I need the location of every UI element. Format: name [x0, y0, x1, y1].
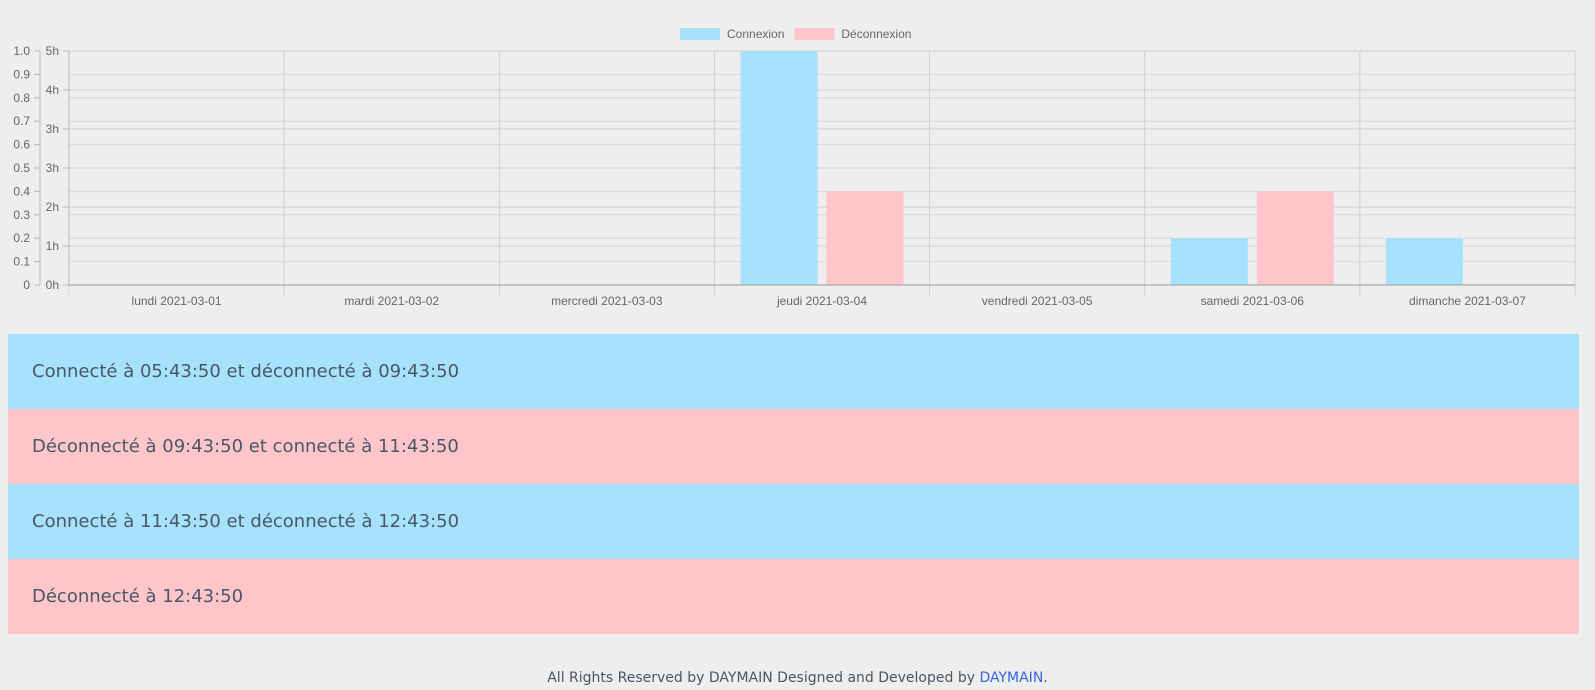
- y-tick-label-right-6: 5h: [46, 44, 59, 58]
- y-tick-label-left-3: 0.3: [13, 208, 30, 222]
- y-tick-label-left-2: 0.2: [13, 231, 30, 245]
- session-log-item: Déconnecté à 09:43:50 et connecté à 11:4…: [8, 409, 1579, 484]
- session-log-item: Connecté à 11:43:50 et déconnecté à 12:4…: [8, 484, 1579, 559]
- y-tick-label-left-9: 0.9: [13, 67, 30, 81]
- footer: All Rights Reserved by DAYMAIN Designed …: [0, 670, 1595, 686]
- y-tick-label-right-4: 3h: [46, 122, 59, 136]
- legend-swatch-0: [680, 28, 720, 40]
- footer-text: All Rights Reserved by DAYMAIN Designed …: [547, 670, 980, 686]
- bar-0-3: [740, 51, 818, 285]
- y-tick-label-left-7: 0.7: [13, 114, 30, 128]
- y-tick-label-left-1: 0.1: [13, 255, 30, 269]
- chart-legend: Connexion Déconnexion: [680, 27, 911, 41]
- chart-grid: [68, 50, 1576, 295]
- activity-chart-svg: 0 0.1 0.2 0.3 0.4 0.5 0.6 0.7 0.8 0.9 1.0 0h 1h 2h 3h 3…: [13, 27, 1576, 308]
- legend-label-1: Déconnexion: [841, 27, 911, 41]
- y-tick-label-left-8: 0.8: [13, 91, 30, 105]
- session-log-item: Connecté à 05:43:50 et déconnecté à 09:4…: [8, 334, 1579, 409]
- chart-bars: [740, 51, 1463, 285]
- legend-label-0: Connexion: [727, 27, 784, 41]
- y-tick-label-right-3: 3h: [46, 161, 59, 175]
- y-tick-label-left-4: 0.4: [13, 184, 30, 198]
- x-tick-label-4: vendredi 2021-03-05: [982, 294, 1093, 308]
- x-tick-label-2: mercredi 2021-03-03: [551, 294, 663, 308]
- y-tick-label-left-10: 1.0: [13, 44, 30, 58]
- x-tick-label-0: lundi 2021-03-01: [132, 294, 222, 308]
- x-tick-label-1: mardi 2021-03-02: [344, 294, 439, 308]
- footer-daymain-link[interactable]: DAYMAIN: [979, 670, 1044, 686]
- y-tick-label-left-5: 0.5: [13, 161, 30, 175]
- footer-suffix: .: [1043, 670, 1048, 686]
- bar-0-5: [1170, 238, 1248, 285]
- bar-1-5: [1256, 191, 1334, 285]
- session-log-list: Connecté à 05:43:50 et déconnecté à 09:4…: [8, 334, 1579, 634]
- y-tick-label-left-6: 0.6: [13, 138, 30, 152]
- legend-swatch-1: [794, 28, 835, 40]
- x-tick-label-6: dimanche 2021-03-07: [1409, 294, 1526, 308]
- chart-axes: 0 0.1 0.2 0.3 0.4 0.5 0.6 0.7 0.8 0.9 1.0 0h 1h 2h 3h 3…: [13, 44, 1575, 308]
- activity-chart: 0 0.1 0.2 0.3 0.4 0.5 0.6 0.7 0.8 0.9 1.0 0h 1h 2h 3h 3…: [0, 0, 1595, 320]
- y-tick-label-right-1: 1h: [46, 239, 59, 253]
- session-log-item: Déconnecté à 12:43:50: [8, 559, 1579, 634]
- y-tick-label-right-2: 2h: [46, 200, 59, 214]
- y-tick-label-right-5: 4h: [46, 83, 59, 97]
- bar-1-3: [826, 191, 904, 285]
- x-tick-label-5: samedi 2021-03-06: [1201, 294, 1305, 308]
- bar-0-6: [1385, 238, 1463, 285]
- x-tick-label-3: jeudi 2021-03-04: [776, 294, 867, 308]
- y-tick-label-right-0: 0h: [46, 278, 59, 292]
- y-tick-label-left-0: 0: [23, 278, 30, 292]
